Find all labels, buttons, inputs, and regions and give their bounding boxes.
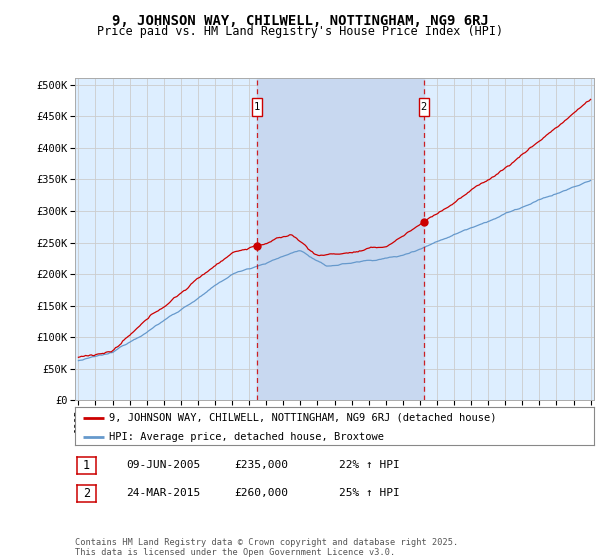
Text: 9, JOHNSON WAY, CHILWELL, NOTTINGHAM, NG9 6RJ (detached house): 9, JOHNSON WAY, CHILWELL, NOTTINGHAM, NG…	[109, 413, 496, 423]
Text: 25% ↑ HPI: 25% ↑ HPI	[339, 488, 400, 498]
Text: 09-JUN-2005: 09-JUN-2005	[126, 460, 200, 470]
Text: Contains HM Land Registry data © Crown copyright and database right 2025.
This d: Contains HM Land Registry data © Crown c…	[75, 538, 458, 557]
FancyBboxPatch shape	[419, 98, 429, 116]
Text: 22% ↑ HPI: 22% ↑ HPI	[339, 460, 400, 470]
Text: Price paid vs. HM Land Registry's House Price Index (HPI): Price paid vs. HM Land Registry's House …	[97, 25, 503, 38]
Text: 1: 1	[83, 459, 90, 472]
Text: HPI: Average price, detached house, Broxtowe: HPI: Average price, detached house, Brox…	[109, 432, 384, 442]
FancyBboxPatch shape	[251, 98, 262, 116]
Text: £260,000: £260,000	[234, 488, 288, 498]
Text: 1: 1	[254, 102, 260, 112]
Text: £235,000: £235,000	[234, 460, 288, 470]
Bar	[257, 78, 424, 400]
Text: 2: 2	[421, 102, 427, 112]
Text: 9, JOHNSON WAY, CHILWELL, NOTTINGHAM, NG9 6RJ: 9, JOHNSON WAY, CHILWELL, NOTTINGHAM, NG…	[112, 14, 488, 28]
Text: 2: 2	[83, 487, 90, 500]
Text: 24-MAR-2015: 24-MAR-2015	[126, 488, 200, 498]
